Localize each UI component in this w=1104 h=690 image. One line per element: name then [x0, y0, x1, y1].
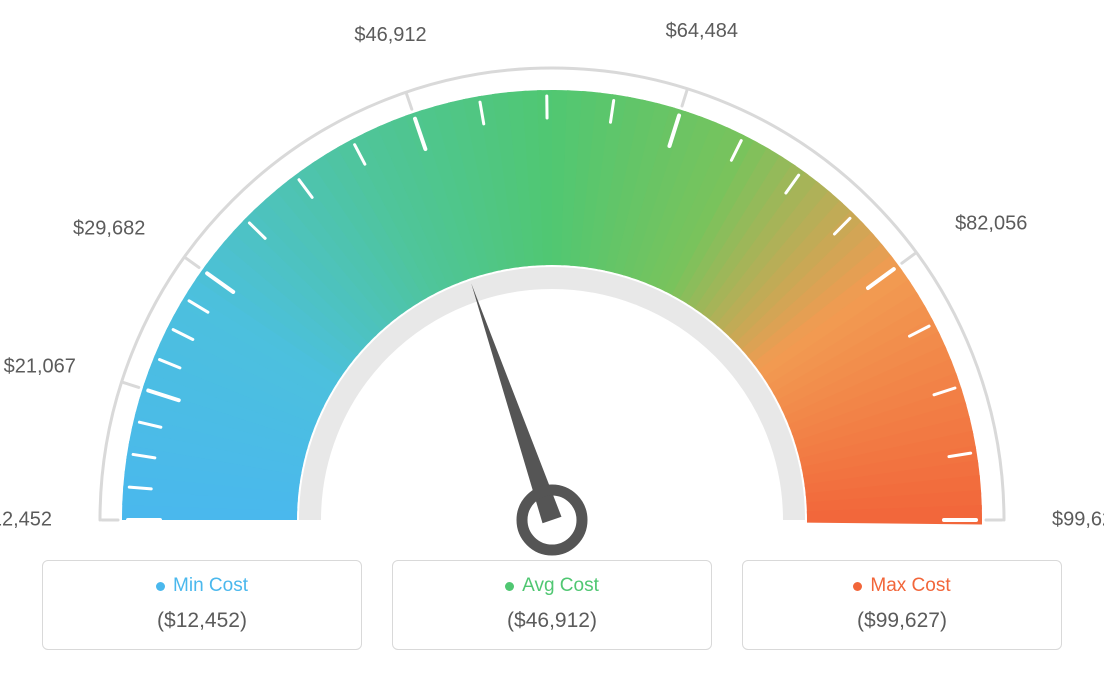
avg-cost-value: ($46,912) [393, 609, 711, 633]
avg-cost-card: Avg Cost ($46,912) [392, 560, 712, 650]
gauge-svg [20, 20, 1084, 560]
summary-cards: Min Cost ($12,452) Avg Cost ($46,912) Ma… [20, 560, 1084, 650]
gauge-tick-label: $64,484 [666, 20, 738, 43]
gauge-tick-label: $29,682 [73, 218, 145, 241]
avg-cost-label: Avg Cost [522, 575, 599, 597]
gauge-tick-label: $46,912 [354, 24, 426, 47]
dot-icon [853, 582, 862, 591]
gauge-tick-label: $21,067 [4, 356, 76, 379]
max-cost-value: ($99,627) [743, 609, 1061, 633]
gauge-tick-label: $82,056 [955, 213, 1027, 236]
min-cost-value: ($12,452) [43, 609, 361, 633]
min-cost-label: Min Cost [173, 575, 248, 597]
max-cost-card: Max Cost ($99,627) [742, 560, 1062, 650]
max-cost-title: Max Cost [853, 575, 950, 597]
gauge-tick-label: $12,452 [0, 509, 52, 532]
min-cost-card: Min Cost ($12,452) [42, 560, 362, 650]
gauge-chart: $12,452$21,067$29,682$46,912$64,484$82,0… [20, 20, 1084, 550]
dot-icon [156, 582, 165, 591]
max-cost-label: Max Cost [870, 575, 950, 597]
min-cost-title: Min Cost [156, 575, 248, 597]
gauge-tick-label: $99,627 [1052, 509, 1104, 532]
avg-cost-title: Avg Cost [505, 575, 599, 597]
dot-icon [505, 582, 514, 591]
